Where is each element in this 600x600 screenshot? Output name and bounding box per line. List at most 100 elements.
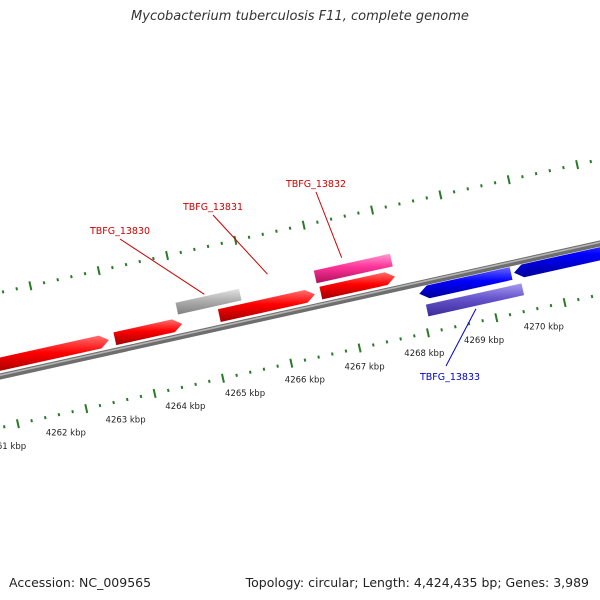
scale-tick-upper [206,244,210,249]
scale-tick-upper [506,175,511,185]
scale-tick-lower [508,312,512,317]
scale-label: 4263 kbp [106,415,146,425]
scale-tick-lower [590,294,594,299]
gene-label-leader [119,238,205,295]
scale-tick-lower [207,379,211,384]
scale-tick-upper [138,259,142,264]
scale-tick-lower [426,328,430,338]
scale-tick-upper [480,184,483,188]
scale-label: 4262 kbp [46,429,86,439]
scale-tick-lower [71,409,74,414]
scale-tick-upper [179,250,183,255]
scale-tick-upper [152,256,155,261]
scale-tick-upper [370,205,375,215]
scale-tick-lower [413,334,416,338]
scale-tick-lower [481,319,484,323]
scale-tick-upper [56,278,60,282]
gene-feature-other [175,288,242,315]
scale-tick-lower [344,349,348,353]
scale-tick-lower [15,419,20,429]
scale-tick-lower [577,297,580,302]
scale-tick-upper [589,159,593,164]
scale-tick-lower [84,403,89,414]
scale-tick-upper [411,199,415,203]
scale-tick-upper [548,168,552,173]
scale-tick-upper [124,262,128,267]
scale-tick-upper [1,290,5,294]
genome-summary-text: Topology: circular; Length: 4,424,435 bp… [245,575,589,590]
cds-feature-forward [217,289,315,322]
genome-backbone [0,240,600,380]
cds-feature-forward [113,319,183,346]
scale-tick-lower [221,373,225,383]
scale-tick-lower [330,352,334,356]
scale-tick-upper [275,229,278,233]
scale-tick-lower [2,425,6,429]
scale-tick-upper [329,217,333,221]
gene-label: TBFG_13830 [89,226,150,237]
scale-label: 4261 kbp [0,442,26,452]
scale-tick-lower [276,364,279,368]
scale-tick-upper [15,287,19,291]
scale-label: 4264 kbp [165,402,205,412]
scale-tick-upper [165,250,170,261]
scale-tick-lower [440,328,443,332]
scale-tick-upper [261,232,265,236]
scale-tick-upper [466,187,470,191]
scale-tick-lower [536,306,539,311]
scale-tick-lower [139,394,143,399]
scale-tick-lower [385,340,389,344]
map-title: Mycobacterium tuberculosis F11, complete… [131,9,469,24]
cds-feature-reverse-alt [425,283,525,317]
scale-tick-lower [454,325,457,329]
scale-label: 4268 kbp [404,349,444,359]
scale-tick-upper [357,211,360,215]
scale-tick-lower [549,303,553,308]
scale-tick-upper [233,235,238,245]
gene-label-leader [315,191,343,258]
gene-label: TBFG_13832 [285,179,346,190]
gene-label: TBFG_13831 [182,202,243,213]
scale-tick-lower [289,358,294,368]
scale-label: 4270 kbp [524,323,564,333]
scale-tick-lower [303,358,307,362]
scale-tick-upper [398,202,401,206]
scale-tick-upper [425,196,429,200]
scale-tick-upper [96,266,101,276]
scale-tick-lower [235,373,238,377]
genome-backbone-highlight [0,241,600,377]
scale-tick-lower [166,388,170,393]
scale-tick-lower [112,400,115,405]
scale-tick-upper [220,241,224,246]
scale-tick-upper [247,235,251,239]
scale-tick-upper [452,190,456,194]
scale-tick-upper [288,226,292,230]
scale-tick-lower [494,313,499,323]
scale-tick-lower [57,412,61,417]
scale-tick-lower [180,385,184,390]
scale-tick-upper [343,214,347,218]
scale-tick-lower [248,370,252,374]
scale-tick-lower [125,397,129,402]
scale-tick-lower [194,382,197,387]
scale-tick-upper [521,175,524,179]
gene-label-leader [445,308,477,367]
scale-tick-lower [357,343,362,353]
accession-text: Accession: NC_009565 [9,575,152,590]
rna-feature [313,253,393,284]
scale-tick-upper [316,220,319,224]
scale-tick-lower [262,367,266,371]
scale-label: 4266 kbp [285,376,325,386]
scale-tick-upper [28,281,33,291]
cds-feature-forward [319,272,396,300]
cds-feature-forward [0,335,109,371]
scale-tick-upper [438,190,443,200]
scale-label: 4269 kbp [464,336,504,346]
scale-tick-upper [193,247,196,252]
scale-tick-upper [83,271,87,276]
scale-tick-lower [30,419,33,423]
scale-tick-lower [562,297,567,308]
scale-tick-upper [562,165,565,170]
scale-tick-upper [70,275,73,279]
